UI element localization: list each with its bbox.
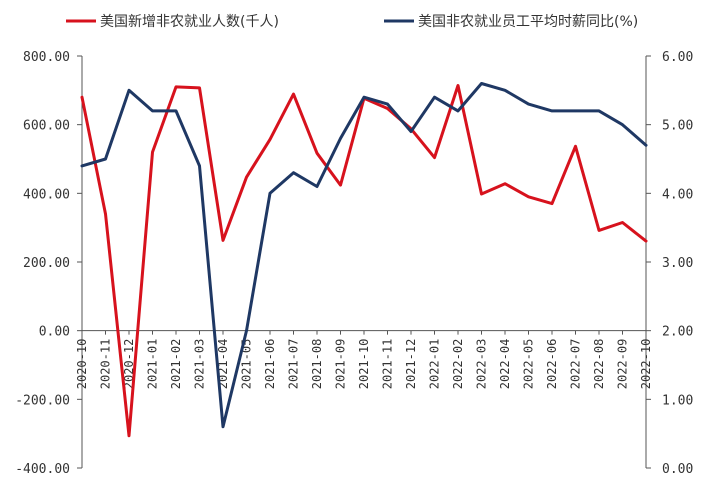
series-2-point: [245, 329, 248, 332]
right-tick-label: 3.00: [662, 256, 693, 271]
series-1-point: [574, 145, 577, 148]
series-2-point: [80, 164, 84, 168]
right-tick-label: 4.00: [662, 187, 693, 202]
series-2-point: [597, 109, 601, 113]
series-1-point: [198, 86, 201, 90]
series-1-point: [104, 212, 107, 216]
right-tick-label: 0.00: [662, 462, 693, 477]
series-2-point: [456, 109, 460, 113]
x-tick-label: 2022-03: [475, 339, 489, 390]
series-1-point: [315, 151, 319, 155]
x-tick-label: 2022-05: [522, 339, 536, 390]
legend-label-series-2: 美国非农就业员工平均时薪同比(%): [418, 14, 638, 30]
x-tick-label: 2021-02: [169, 339, 183, 390]
right-tick-label: 6.00: [662, 50, 693, 65]
series-1-point: [597, 229, 601, 232]
series-1-point: [550, 202, 554, 205]
left-tick-label: 0.00: [39, 325, 70, 340]
series-1-point: [386, 107, 389, 110]
x-tick-label: 2021-07: [287, 339, 301, 390]
x-tick-label: 2021-09: [334, 339, 348, 390]
series-1-point: [245, 175, 248, 179]
series-2-point: [550, 109, 554, 113]
x-axis: 2020-10 2020-11 2020-12 2021-01 2021-02 2021-…: [75, 330, 653, 390]
series-1-point: [480, 192, 483, 196]
series-2-point: [292, 171, 295, 174]
series-2-point: [104, 157, 107, 161]
series-2-point: [315, 185, 319, 188]
x-tick-label: 2021-12: [404, 339, 418, 390]
series-2-point: [221, 425, 225, 428]
x-tick-label: 2022-06: [545, 339, 559, 390]
series-2-point: [409, 130, 413, 133]
legend: 美国新增非农就业人数(千人) 美国非农就业员工平均时薪同比(%): [66, 14, 638, 30]
right-y-axis: 6.00 5.00 4.00 3.00 2.00 1.00 0.00: [645, 50, 693, 477]
x-tick-label: 2022-02: [451, 339, 465, 390]
left-tick-label: 400.00: [23, 187, 70, 202]
series-2-point: [268, 192, 272, 195]
series-1-point: [127, 434, 131, 437]
series-2-point: [198, 164, 201, 168]
series-2-point: [574, 109, 577, 113]
x-tick-label: 2022-07: [569, 339, 583, 390]
x-tick-label: 2022-01: [428, 339, 442, 390]
series-1-point: [80, 96, 84, 99]
legend-label-series-1: 美国新增非农就业人数(千人): [100, 14, 279, 30]
series-1-point: [268, 138, 272, 141]
right-tick-label: 2.00: [662, 325, 693, 340]
series-1-point: [503, 182, 507, 185]
series-2-point: [339, 137, 342, 140]
series-2-point: [644, 144, 648, 147]
x-tick-label: 2022-09: [616, 339, 630, 390]
x-tick-label: 2021-10: [357, 339, 371, 390]
series-1-point: [456, 84, 460, 87]
series-1-point: [527, 195, 530, 198]
series-1-point: [621, 221, 624, 224]
left-tick-label: 600.00: [23, 119, 70, 134]
series-1-point: [339, 183, 342, 187]
x-tick-label: 2022-08: [592, 339, 606, 390]
left-tick-label: 200.00: [23, 256, 70, 271]
x-tick-label: 2021-03: [193, 339, 207, 390]
series-2-point: [527, 102, 530, 106]
left-y-axis: 800.00 600.00 400.00 200.00 0.00 -200.00 -400.…: [15, 50, 83, 477]
series-2-point: [503, 89, 507, 92]
series-2-point: [151, 109, 154, 113]
x-tick-label: 2021-08: [310, 339, 324, 390]
left-tick-label: -200.00: [15, 393, 70, 408]
series-2-point: [386, 102, 389, 106]
series-1-point: [644, 239, 648, 243]
series-2-point: [174, 109, 178, 113]
series-2-point: [127, 89, 131, 92]
right-tick-label: 1.00: [662, 393, 693, 408]
series-1-point: [221, 239, 225, 242]
left-tick-label: 800.00: [23, 50, 70, 65]
x-tick-label: 2022-10: [639, 339, 653, 390]
right-tick-label: 5.00: [662, 119, 693, 134]
series-2-point: [362, 96, 366, 99]
x-tick-label: 2020-11: [99, 339, 113, 390]
x-tick-label: 2021-06: [263, 339, 277, 390]
series-1-point: [433, 156, 436, 159]
series-1-point: [174, 85, 178, 89]
x-tick-label: 2021-01: [146, 339, 160, 390]
series-layer: [80, 82, 648, 438]
series-1-point: [151, 150, 154, 154]
series-1-point: [292, 92, 295, 96]
series-2-point: [433, 96, 436, 99]
x-tick-label: 2021-11: [381, 339, 395, 390]
x-tick-label: 2022-04: [498, 339, 512, 390]
x-tick-label: 2020-10: [75, 339, 89, 390]
series-2-point: [480, 82, 483, 85]
left-tick-label: -400.00: [15, 462, 70, 477]
series-2-point: [621, 123, 624, 126]
